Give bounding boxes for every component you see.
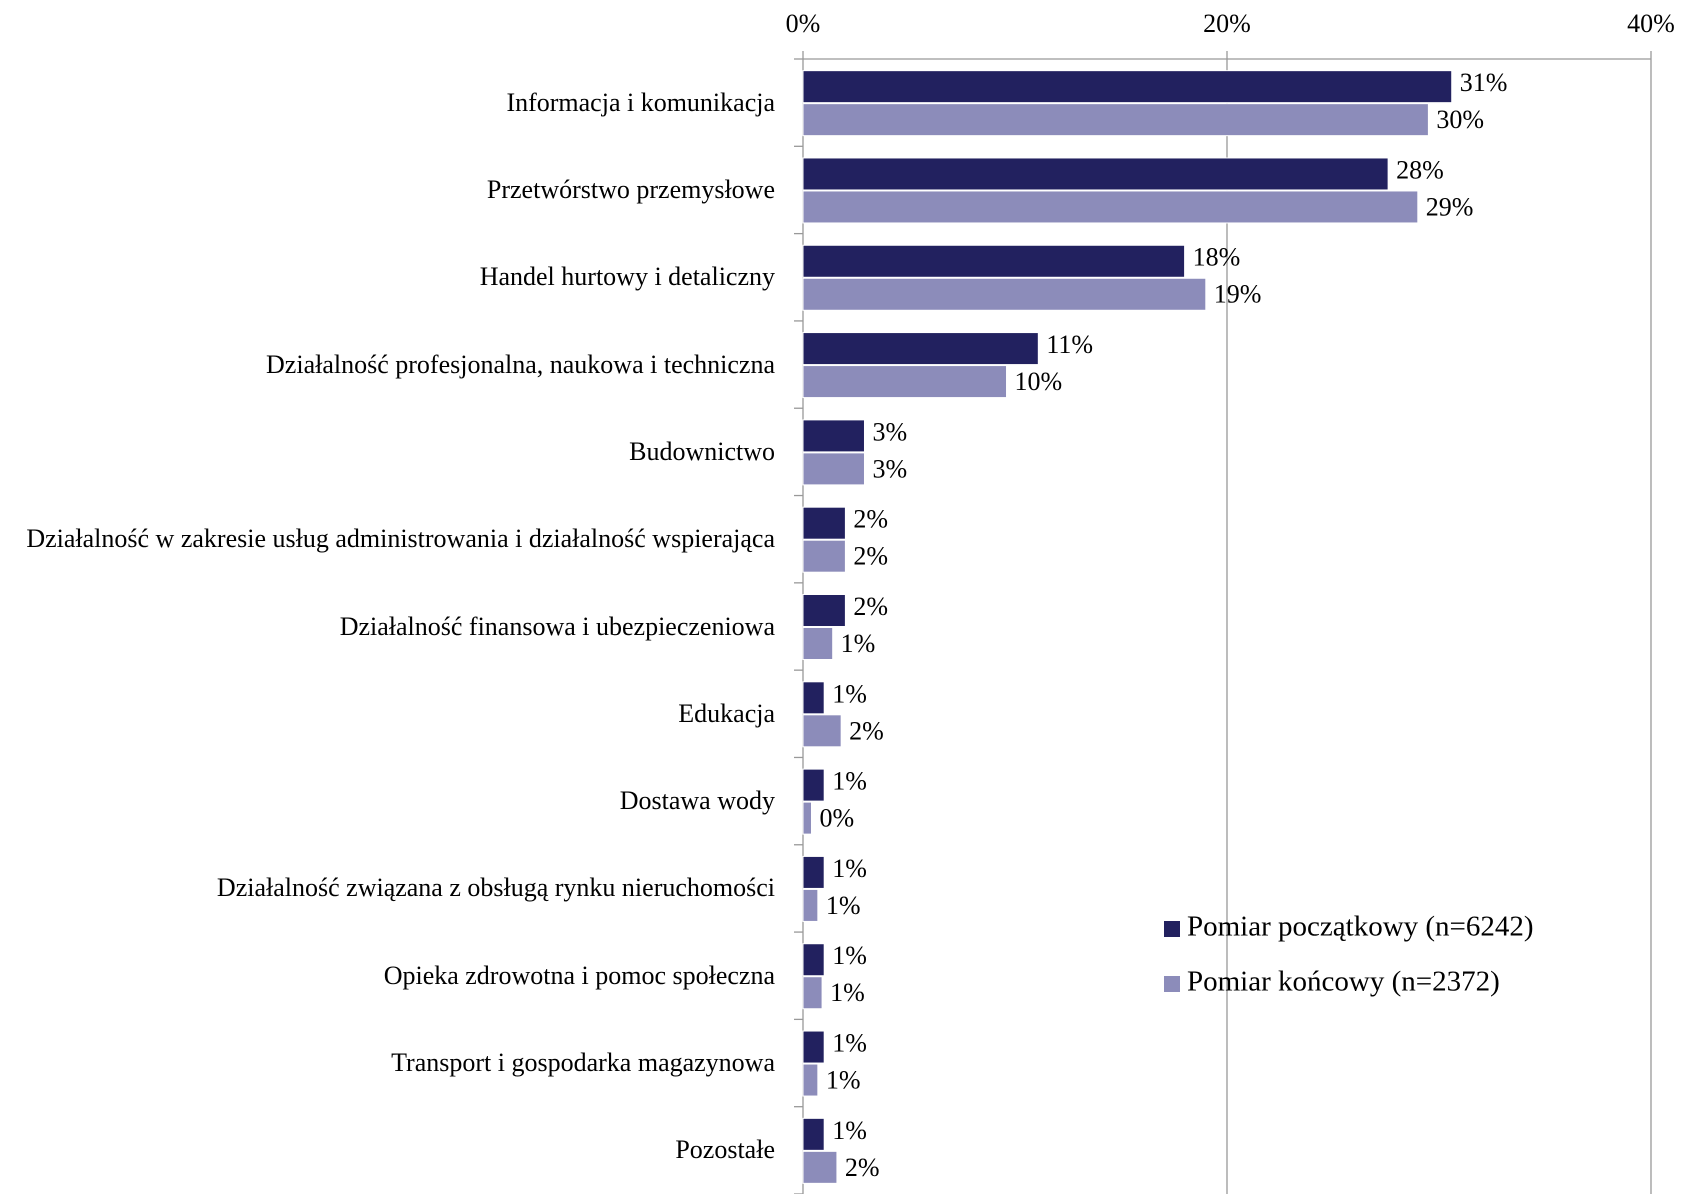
data-label: 29% xyxy=(1426,192,1474,221)
bar xyxy=(802,801,812,835)
x-tick-label: 20% xyxy=(1203,9,1251,38)
bar xyxy=(802,70,1453,104)
bar xyxy=(802,976,823,1010)
bar xyxy=(802,714,842,748)
bar xyxy=(802,1150,838,1184)
data-label: 1% xyxy=(841,629,876,658)
bar xyxy=(802,277,1207,311)
data-label: 1% xyxy=(830,978,865,1007)
data-label: 28% xyxy=(1396,155,1444,184)
legend-label: Pomiar początkowy (n=6242) xyxy=(1187,911,1534,943)
y-tick-label: Opieka zdrowotna i pomoc społeczna xyxy=(383,960,775,990)
data-label: 1% xyxy=(832,941,867,970)
data-label: 11% xyxy=(1046,330,1093,359)
y-tick-label: Przetwórstwo przemysłowe xyxy=(486,174,775,204)
data-label: 2% xyxy=(849,716,884,745)
data-label: 0% xyxy=(819,804,854,833)
legend-swatch xyxy=(1164,976,1180,992)
bar xyxy=(802,627,834,660)
data-label: 1% xyxy=(832,767,867,796)
x-tick-label: 40% xyxy=(1627,9,1675,38)
bar xyxy=(802,888,819,922)
y-tick-label: Dostawa wody xyxy=(619,786,775,816)
bar xyxy=(802,1117,825,1151)
bar xyxy=(802,594,846,627)
data-label: 31% xyxy=(1460,68,1508,97)
bar xyxy=(802,681,825,715)
data-label: 2% xyxy=(853,505,888,534)
y-tick-label: Działalność związana z obsługą rynku nie… xyxy=(216,873,775,903)
bar xyxy=(802,506,846,540)
y-tick-label: Transport i gospodarka magazynowa xyxy=(391,1048,775,1078)
bar xyxy=(802,768,825,802)
bar xyxy=(802,452,865,486)
legend-label: Pomiar końcowy (n=2372) xyxy=(1187,966,1500,998)
data-label: 1% xyxy=(832,1029,867,1058)
bar xyxy=(802,365,1008,399)
y-tick-label: Działalność finansowa i ubezpieczeniowa xyxy=(339,611,775,641)
data-label: 2% xyxy=(853,542,888,571)
data-label: 3% xyxy=(872,417,907,446)
legend-swatch xyxy=(1164,921,1180,937)
bar xyxy=(802,419,865,453)
data-label: 10% xyxy=(1015,367,1063,396)
bar xyxy=(802,1063,819,1097)
y-tick-label: Działalność profesjonalna, naukowa i tec… xyxy=(266,349,775,379)
data-label: 1% xyxy=(832,679,867,708)
data-label: 1% xyxy=(832,1116,867,1145)
bar xyxy=(802,103,1429,137)
bar xyxy=(802,244,1186,278)
data-label: 18% xyxy=(1193,243,1241,272)
bar xyxy=(802,943,825,977)
data-label: 1% xyxy=(826,1066,861,1095)
data-label: 30% xyxy=(1436,105,1484,134)
y-tick-label: Działalność w zakresie usług administrow… xyxy=(26,524,775,554)
data-label: 1% xyxy=(826,891,861,920)
data-label: 1% xyxy=(832,854,867,883)
x-tick-label: 0% xyxy=(786,9,821,38)
bar xyxy=(802,190,1419,224)
y-tick-label: Handel hurtowy i detaliczny xyxy=(479,262,775,292)
bar xyxy=(802,157,1389,191)
data-label: 3% xyxy=(872,454,907,483)
bar xyxy=(802,855,825,889)
y-tick-label: Pozostałe xyxy=(675,1135,775,1165)
bar xyxy=(802,332,1039,366)
bar xyxy=(802,539,846,573)
data-label: 2% xyxy=(845,1153,880,1182)
y-tick-label: Informacja i komunikacja xyxy=(506,87,775,117)
y-tick-label: Budownictwo xyxy=(629,436,775,466)
bar xyxy=(802,1030,825,1064)
y-tick-label: Edukacja xyxy=(678,698,775,728)
data-label: 2% xyxy=(853,592,888,621)
data-label: 19% xyxy=(1214,280,1262,309)
